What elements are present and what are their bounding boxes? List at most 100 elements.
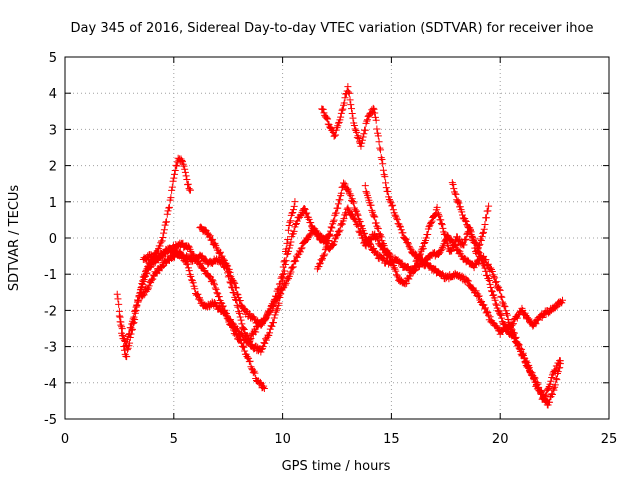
data-point	[337, 189, 345, 197]
data-point	[420, 239, 428, 247]
data-point	[290, 202, 298, 210]
data-point	[147, 277, 155, 285]
data-point	[286, 218, 294, 226]
data-point	[354, 211, 362, 219]
data-point	[119, 331, 127, 339]
data-point	[226, 268, 234, 276]
data-point	[530, 375, 538, 383]
y-tick-labels: -5 -4 -3 -2 -1 0 1 2 3 4 5	[44, 51, 57, 428]
data-point	[186, 186, 194, 194]
data-point	[361, 230, 369, 238]
y-tick-label: -4	[44, 377, 57, 392]
data-point	[258, 321, 266, 329]
data-point	[498, 314, 506, 322]
data-point	[490, 291, 498, 299]
data-point	[463, 276, 471, 284]
data-point	[374, 236, 382, 244]
data-point	[340, 215, 348, 223]
data-point	[360, 130, 368, 138]
data-point	[349, 198, 357, 206]
data-point	[410, 265, 418, 273]
data-point	[209, 235, 217, 243]
data-point	[379, 166, 387, 174]
data-point	[289, 263, 297, 271]
data-point	[120, 336, 128, 344]
data-point	[380, 242, 388, 250]
data-point	[393, 214, 401, 222]
data-point	[270, 319, 277, 327]
data-point	[343, 186, 351, 194]
data-point	[363, 117, 371, 125]
data-point	[484, 207, 492, 215]
axis-ticks	[64, 56, 610, 420]
data-point	[474, 248, 482, 256]
data-point	[268, 322, 276, 330]
data-point	[370, 244, 378, 252]
data-point	[374, 132, 382, 140]
data-point	[118, 325, 126, 333]
data-point	[201, 226, 209, 234]
data-point	[451, 190, 459, 198]
data-point	[481, 221, 489, 229]
data-point	[438, 245, 446, 253]
data-point	[490, 273, 498, 281]
data-point	[273, 306, 281, 314]
data-point	[324, 236, 332, 244]
data-point	[318, 232, 326, 240]
data-point	[487, 287, 495, 295]
data-point	[499, 298, 507, 306]
data-point	[489, 271, 497, 279]
data-point	[300, 205, 308, 213]
data-point	[533, 379, 541, 387]
data-point	[323, 242, 331, 250]
data-point	[330, 216, 338, 224]
data-point	[453, 198, 461, 206]
data-point	[126, 330, 134, 338]
data-point	[384, 188, 392, 196]
data-point	[188, 276, 196, 284]
data-point	[293, 217, 301, 225]
data-point	[259, 343, 267, 351]
data-point	[196, 296, 204, 304]
data-point	[460, 241, 468, 249]
data-point	[184, 180, 192, 188]
data-point	[215, 303, 223, 311]
data-point	[320, 252, 328, 260]
data-point	[341, 94, 349, 102]
data-point	[458, 240, 466, 248]
data-point	[319, 105, 327, 113]
data-point	[338, 106, 346, 114]
data-point	[180, 162, 188, 170]
data-point	[208, 276, 216, 284]
x-tick-label: 5	[170, 432, 178, 447]
data-point	[252, 342, 260, 350]
data-point	[546, 398, 554, 406]
data-point	[307, 219, 315, 227]
data-point	[239, 325, 247, 333]
data-point	[391, 211, 399, 219]
data-point	[492, 300, 500, 308]
data-point	[548, 390, 556, 398]
data-point	[388, 258, 396, 266]
data-point	[345, 89, 353, 97]
data-point	[511, 338, 519, 346]
data-point	[503, 311, 511, 319]
data-point	[321, 250, 329, 258]
data-point	[291, 198, 299, 206]
data-point	[500, 302, 508, 310]
data-point	[262, 335, 270, 343]
data-point	[163, 210, 171, 218]
data-point	[240, 343, 248, 351]
data-point	[386, 197, 394, 205]
data-point	[405, 275, 413, 283]
data-point	[491, 274, 499, 282]
data-point	[486, 280, 494, 288]
data-point	[552, 375, 560, 383]
data-point	[341, 180, 349, 188]
data-point	[525, 364, 533, 372]
data-point	[166, 244, 174, 252]
data-point	[353, 134, 361, 142]
data-point	[293, 253, 301, 261]
data-point	[513, 314, 521, 322]
data-point	[423, 256, 431, 264]
